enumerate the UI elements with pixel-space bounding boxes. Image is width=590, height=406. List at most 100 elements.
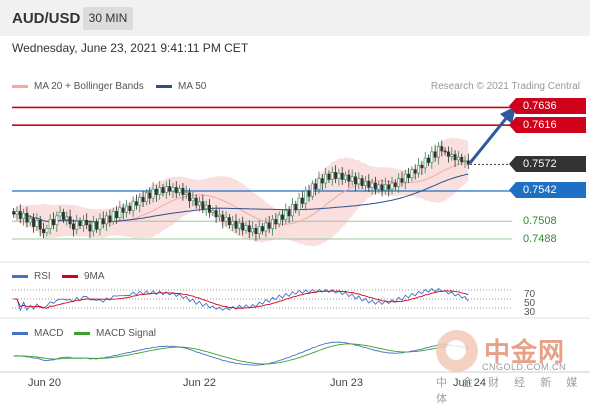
candle-body <box>22 212 26 219</box>
candle-body <box>267 222 271 229</box>
candle-body <box>300 197 304 204</box>
candle-body <box>151 188 155 199</box>
candle-body <box>184 192 188 195</box>
candle-body <box>48 219 52 229</box>
candle-body <box>88 224 92 232</box>
candle-body <box>254 228 258 234</box>
candle-body <box>387 184 391 190</box>
moving-averages <box>13 160 469 225</box>
candle-body <box>71 223 75 230</box>
candle-body <box>357 178 361 185</box>
candle-body <box>433 151 437 158</box>
candle-body <box>28 218 32 223</box>
candle-body <box>400 178 404 183</box>
candle-body <box>330 172 334 180</box>
legend-label-macd-signal: MACD Signal <box>96 328 157 339</box>
candle-body <box>224 217 228 222</box>
candle-body <box>274 219 278 225</box>
candle-body <box>158 187 162 195</box>
legend-label-rsi: RSI <box>34 271 51 282</box>
candle-body <box>55 215 59 226</box>
candle-body <box>304 190 308 204</box>
candle-body <box>297 197 301 210</box>
x-tick-label: Jun 23 <box>330 377 364 389</box>
candle-body <box>383 184 387 191</box>
candle-body <box>45 228 49 234</box>
candle-body <box>423 157 427 169</box>
candle-body <box>340 172 344 180</box>
rsi-level-30: 30 <box>524 307 536 318</box>
timeframe-button[interactable]: 30 MIN <box>83 7 133 30</box>
legend-ma20-bb: MA 20 + Bollinger Bands <box>12 81 144 92</box>
candle-body <box>460 156 464 162</box>
candle-body <box>410 169 414 178</box>
x-tick-label: Jun 20 <box>28 377 62 389</box>
candle-body <box>52 219 55 226</box>
candle-body <box>360 178 364 186</box>
candle-body <box>437 146 440 158</box>
macd-signal-line <box>13 343 469 365</box>
rsi-level-50: 50 <box>524 298 536 309</box>
candle-body <box>380 184 384 191</box>
rsi-panel <box>12 287 512 312</box>
candle-body <box>118 207 122 218</box>
level-lines <box>12 106 512 240</box>
candle-body <box>18 211 22 219</box>
candle-body <box>198 201 201 206</box>
candle-body <box>128 205 132 211</box>
candle-body <box>367 180 371 188</box>
candle-body <box>284 210 288 220</box>
candle-body <box>121 207 125 213</box>
x-tick-label: Jun 22 <box>183 377 217 389</box>
target-1-tag: 0.7508 <box>523 215 557 227</box>
candle-body <box>144 192 148 202</box>
candle-body <box>211 210 215 213</box>
legend-label-rsi-ma: 9MA <box>84 271 105 282</box>
legend-macd-signal: MACD Signal <box>74 328 156 339</box>
candle-body <box>188 192 192 202</box>
support-1-tag: 0.7542 <box>509 182 586 198</box>
candle-body <box>430 151 434 163</box>
rsi-ma-line <box>13 290 469 309</box>
candle-body <box>294 204 298 210</box>
candle-body <box>134 201 138 206</box>
candle-body <box>420 164 424 169</box>
candle-body <box>241 222 245 231</box>
candle-body <box>324 173 328 184</box>
last-price-tag: 0.7572 <box>509 156 586 172</box>
candle-body <box>95 221 99 230</box>
legend-swatch-rsi <box>12 275 28 278</box>
candle-body <box>12 211 16 215</box>
candle-body <box>417 164 421 174</box>
legend-swatch-macd-signal <box>74 332 90 335</box>
candle-body <box>440 146 444 152</box>
target-2-tag: 0.7488 <box>523 233 557 245</box>
candle-body <box>15 211 19 215</box>
candle-body <box>138 196 142 206</box>
candle-body <box>327 173 331 180</box>
candle-body <box>264 222 268 232</box>
candle-body <box>68 216 72 225</box>
candle-body <box>178 188 182 194</box>
candle-body <box>91 221 95 232</box>
candle-body <box>251 228 255 233</box>
candle-body <box>171 187 175 192</box>
candle-body <box>407 173 411 178</box>
candle-body <box>314 183 318 190</box>
ma50-line <box>13 173 469 223</box>
macd-line <box>13 341 469 366</box>
candle-body <box>108 215 112 222</box>
candle-body <box>201 201 205 210</box>
candle-body <box>164 186 168 194</box>
legend-rsi-ma: 9MA <box>62 271 105 282</box>
candle-body <box>427 157 430 163</box>
candle-body <box>35 220 39 227</box>
candle-body <box>81 220 85 226</box>
candle-body <box>390 182 394 190</box>
candle-body <box>105 215 109 225</box>
candle-body <box>287 210 291 217</box>
x-tick-label: Jun 24 <box>453 377 487 389</box>
legend-swatch-ma50 <box>156 85 172 88</box>
candle-body <box>271 219 274 229</box>
